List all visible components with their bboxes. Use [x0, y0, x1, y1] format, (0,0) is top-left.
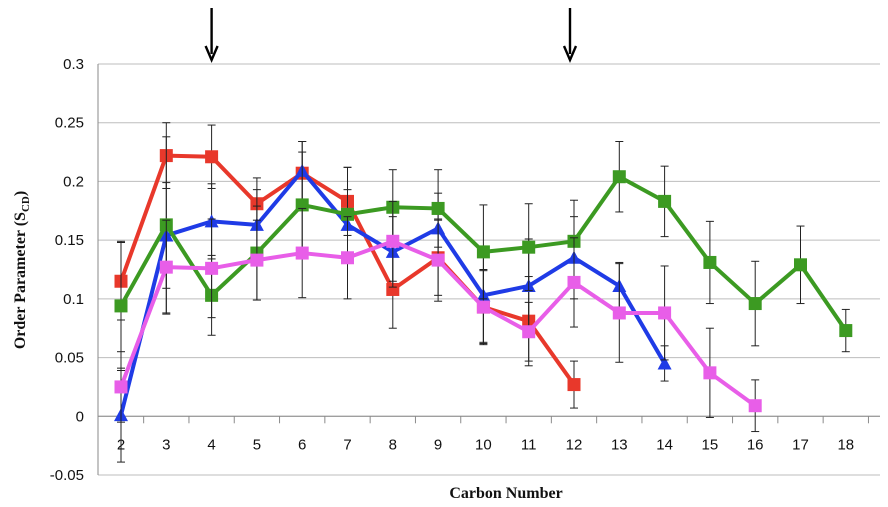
x-tick-label: 5 — [253, 436, 261, 453]
series-3 — [114, 136, 853, 371]
x-tick-label: 10 — [475, 436, 492, 453]
data-point — [522, 240, 536, 254]
data-point — [612, 170, 626, 184]
data-point — [658, 194, 672, 208]
data-point — [658, 306, 672, 320]
data-point — [386, 234, 400, 248]
data-point — [295, 246, 309, 260]
data-point — [431, 201, 445, 215]
x-tick-label: 6 — [298, 436, 306, 453]
x-tick-label: 11 — [521, 436, 537, 453]
x-axis-title: Carbon Number — [449, 485, 562, 502]
x-tick-label: 8 — [389, 436, 397, 453]
y-tick-label: 0.25 — [55, 115, 84, 132]
x-tick-label: 4 — [207, 436, 215, 453]
data-point — [703, 366, 717, 380]
x-tick-label: 18 — [837, 436, 854, 453]
data-point — [703, 255, 717, 269]
y-tick-label: 0.05 — [55, 350, 84, 367]
y-axis-title: Order Parameter (SCD) — [12, 191, 32, 349]
data-point — [794, 258, 807, 272]
data-point — [341, 251, 354, 265]
data-point — [657, 356, 672, 370]
data-point — [839, 324, 853, 338]
down-arrow-icon — [562, 8, 578, 64]
tick-labels: -0.05 0 0.05 0.1 0.15 0.2 0.25 0.3 2 3 4 5 6 7 8 9 10 11 1… — [50, 56, 854, 484]
y-tick-label: 0.1 — [63, 291, 84, 308]
data-point — [748, 297, 762, 311]
data-point — [567, 378, 581, 392]
x-tick-label: 7 — [343, 436, 351, 453]
y-tick-label: 0 — [76, 408, 84, 425]
arrow-head — [562, 45, 578, 64]
y-tick-label: -0.05 — [50, 467, 84, 484]
arrow-head — [204, 45, 219, 64]
y-tick-label: 0.15 — [55, 232, 84, 249]
x-tick-label: 17 — [792, 436, 809, 453]
data-point — [114, 380, 128, 394]
data-point — [159, 260, 173, 274]
data-point — [612, 306, 626, 320]
data-point — [114, 299, 128, 313]
y-tick-label: 0.2 — [63, 173, 84, 190]
down-arrow-icon — [204, 8, 219, 64]
x-tick-label: 13 — [611, 436, 628, 453]
data-point — [431, 253, 445, 267]
x-tick-label: 3 — [162, 436, 170, 453]
data-point — [205, 261, 219, 275]
x-tick-label: 12 — [566, 436, 583, 453]
x-tick-label: 15 — [702, 436, 719, 453]
data-point — [567, 275, 581, 289]
x-tick-label: 9 — [434, 436, 442, 453]
x-tick-label: 2 — [117, 436, 125, 453]
x-tick-label: 14 — [656, 436, 673, 453]
series-4 — [114, 200, 762, 433]
data-point — [476, 245, 490, 259]
data-point — [386, 282, 400, 296]
data-point — [748, 399, 762, 413]
data-point — [476, 300, 490, 314]
series-layer — [114, 122, 853, 463]
arrow-annotations — [204, 8, 578, 64]
data-point — [205, 150, 219, 164]
axes — [97, 64, 880, 475]
data-point — [341, 207, 354, 221]
data-point — [250, 253, 264, 267]
x-tick-label: 16 — [747, 436, 764, 453]
y-tick-label: 0.3 — [63, 56, 84, 73]
data-point — [522, 325, 536, 339]
